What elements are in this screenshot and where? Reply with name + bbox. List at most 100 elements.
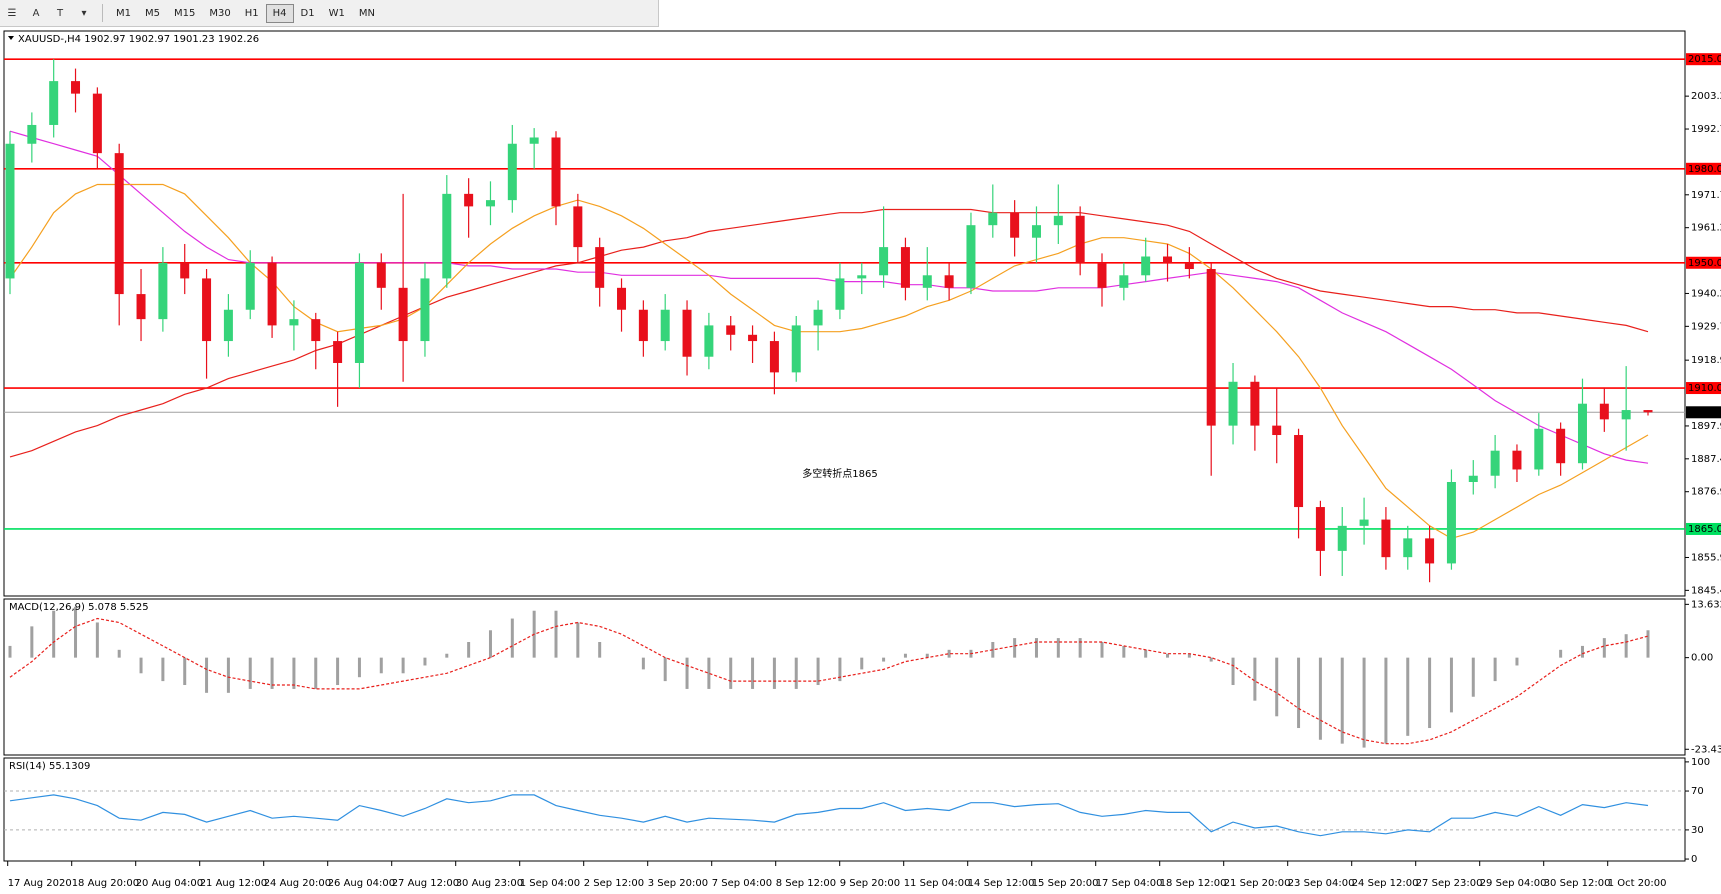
candle-body <box>1053 215 1063 226</box>
timeframe-button[interactable]: H4 <box>265 3 294 23</box>
macd-bar <box>1297 657 1301 729</box>
timeframe-button[interactable]: M5 <box>145 7 160 19</box>
toolbar: ☰ A T ▾ M1 M5 M15 M30 H1 H4 D1 W1 MN <box>0 0 659 27</box>
level-label: 2015.00 <box>1688 54 1721 65</box>
candle-body <box>1512 450 1522 470</box>
macd-bar <box>1034 638 1038 658</box>
y-tick-label: 30 <box>1691 825 1704 836</box>
candle-body <box>180 262 190 279</box>
title-marker <box>8 36 14 40</box>
macd-bar <box>1187 653 1191 658</box>
macd-bar <box>510 618 514 658</box>
macd-bar <box>1493 657 1497 682</box>
macd-bar <box>95 622 99 658</box>
y-tick-label: -23.435 <box>1691 744 1721 755</box>
macd-bar <box>1406 657 1410 736</box>
candle-body <box>966 225 976 288</box>
x-tick-label: 30 Sep 12:00 <box>1544 878 1611 889</box>
separator <box>102 4 103 22</box>
current-price-label: 1902.26 <box>1688 407 1721 418</box>
candle-body <box>1446 481 1456 564</box>
macd-bar <box>838 657 842 682</box>
macd-bar <box>1056 638 1060 658</box>
macd-bar <box>8 645 12 658</box>
candle-body <box>354 262 364 363</box>
y-tick-label: 1876.9 <box>1691 487 1721 498</box>
macd-bar <box>576 622 580 658</box>
candle-body <box>1643 410 1653 413</box>
macd-bar <box>751 657 755 689</box>
x-tick-label: 7 Sep 04:00 <box>712 878 772 889</box>
candle-body <box>245 262 255 310</box>
macd-bar <box>248 657 252 689</box>
timeframe-button[interactable]: D1 <box>300 7 315 19</box>
macd-bar <box>947 649 951 658</box>
candle-body <box>158 262 168 320</box>
macd-bar <box>314 657 318 689</box>
x-tick-label: 8 Sep 12:00 <box>776 878 836 889</box>
timeframe-button[interactable]: M1 <box>116 7 131 19</box>
macd-bar <box>1384 657 1388 744</box>
x-tick-label: 17 Sep 04:00 <box>1096 878 1163 889</box>
x-tick-label: 24 Aug 20:00 <box>264 878 331 889</box>
candle-body <box>1359 519 1369 526</box>
candle-body <box>813 309 823 326</box>
level-label: 1910.00 <box>1688 383 1721 394</box>
y-tick-label: 13.632 <box>1691 599 1721 610</box>
text-tool[interactable]: A <box>32 7 40 19</box>
candle-body <box>136 294 146 320</box>
y-tick-label: 1845.4 <box>1691 585 1721 596</box>
shapes-tool[interactable]: ▾ <box>81 7 87 19</box>
indicator-title: MACD(12,26,9) 5.078 5.525 <box>9 602 149 613</box>
macd-bar <box>423 657 427 666</box>
x-tick-label: 30 Aug 23:00 <box>456 878 523 889</box>
candle-body <box>71 81 81 94</box>
moving-average <box>9 208 1649 458</box>
candle-body <box>507 143 517 201</box>
candle-body <box>1010 212 1020 238</box>
timeframe-button[interactable]: H1 <box>244 7 259 19</box>
candle-body <box>1381 519 1391 558</box>
x-tick-label: 29 Sep 04:00 <box>1480 878 1547 889</box>
candle-body <box>1228 381 1238 426</box>
x-tick-label: 17 Aug 2020 <box>8 878 72 889</box>
label-tool[interactable]: T <box>56 7 64 19</box>
macd-bar <box>1602 638 1606 658</box>
moving-average <box>9 183 1649 540</box>
y-tick-label: 1887.4 <box>1691 454 1721 465</box>
candle-body <box>1425 538 1435 564</box>
candle-body <box>289 319 299 326</box>
candle-body <box>879 247 889 276</box>
macd-bar <box>226 657 230 693</box>
macd-bar <box>1515 657 1519 666</box>
candle-body <box>857 275 867 279</box>
x-tick-label: 23 Sep 04:00 <box>1288 878 1355 889</box>
timeframe-button[interactable]: M30 <box>209 7 231 19</box>
y-tick-label: 0 <box>1691 854 1697 865</box>
menu-icon[interactable]: ☰ <box>7 7 17 19</box>
candle-body <box>769 341 779 373</box>
x-tick-label: 14 Sep 12:00 <box>968 878 1035 889</box>
x-tick-label: 9 Sep 20:00 <box>840 878 900 889</box>
candle-body <box>114 153 124 295</box>
timeframe-button[interactable]: W1 <box>328 7 345 19</box>
macd-bar <box>379 657 383 674</box>
macd-bar <box>685 657 689 689</box>
candle-body <box>529 137 539 144</box>
timeframe-button[interactable]: MN <box>358 7 375 19</box>
macd-bar <box>1318 657 1322 740</box>
level-label-box <box>1686 522 1721 535</box>
x-tick-label: 24 Sep 12:00 <box>1352 878 1419 889</box>
x-tick-label: 26 Aug 04:00 <box>328 878 395 889</box>
macd-bar <box>139 657 143 674</box>
current-price-box <box>1686 406 1721 419</box>
x-tick-label: 27 Sep 23:00 <box>1416 878 1483 889</box>
candle-body <box>267 262 277 326</box>
candle-body <box>1075 215 1085 263</box>
y-tick-label: 100 <box>1691 757 1710 768</box>
macd-bar <box>1559 649 1563 658</box>
level-label-box <box>1686 256 1721 269</box>
timeframe-button[interactable]: M15 <box>174 7 196 19</box>
candle-body <box>442 193 452 279</box>
